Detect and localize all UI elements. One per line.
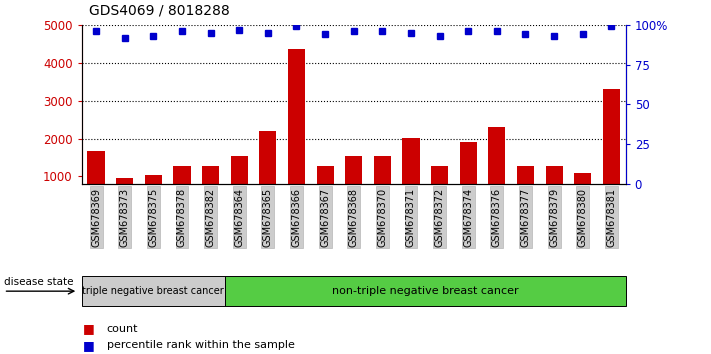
Text: GSM678377: GSM678377 — [520, 188, 530, 247]
Text: GDS4069 / 8018288: GDS4069 / 8018288 — [89, 4, 230, 18]
Bar — [145, 175, 162, 215]
Text: GSM678367: GSM678367 — [320, 188, 330, 247]
Bar — [374, 156, 391, 215]
Text: percentile rank within the sample: percentile rank within the sample — [107, 340, 294, 350]
Bar — [517, 166, 534, 215]
Bar — [260, 131, 277, 215]
Bar — [545, 166, 562, 215]
Text: GSM678369: GSM678369 — [91, 188, 101, 247]
Text: GSM678376: GSM678376 — [492, 188, 502, 247]
Bar — [202, 166, 219, 215]
Bar — [87, 151, 105, 215]
Text: ■: ■ — [83, 339, 95, 352]
Text: GSM678370: GSM678370 — [378, 188, 387, 247]
Bar — [316, 166, 333, 215]
Text: GSM678365: GSM678365 — [263, 188, 273, 247]
Text: GSM678372: GSM678372 — [434, 188, 444, 247]
Text: GSM678382: GSM678382 — [205, 188, 215, 247]
Bar — [402, 138, 419, 215]
Text: disease state: disease state — [4, 277, 73, 287]
Text: triple negative breast cancer: triple negative breast cancer — [82, 286, 224, 296]
Bar — [603, 88, 620, 215]
Bar — [488, 127, 506, 215]
Bar — [345, 156, 363, 215]
Text: GSM678378: GSM678378 — [177, 188, 187, 247]
Bar — [459, 142, 477, 215]
Bar — [431, 166, 448, 215]
Text: GSM678368: GSM678368 — [348, 188, 359, 247]
Text: GSM678381: GSM678381 — [606, 188, 616, 247]
Text: non-triple negative breast cancer: non-triple negative breast cancer — [332, 286, 518, 296]
Text: GSM678366: GSM678366 — [292, 188, 301, 247]
Text: GSM678364: GSM678364 — [234, 188, 244, 247]
Text: GSM678373: GSM678373 — [119, 188, 129, 247]
Bar — [116, 178, 133, 215]
Bar — [173, 166, 191, 215]
Text: ■: ■ — [83, 322, 95, 335]
Text: GSM678375: GSM678375 — [149, 188, 159, 247]
Text: GSM678371: GSM678371 — [406, 188, 416, 247]
Bar — [574, 173, 592, 215]
Text: count: count — [107, 324, 138, 333]
Text: GSM678379: GSM678379 — [549, 188, 559, 247]
Text: GSM678380: GSM678380 — [578, 188, 588, 247]
Text: GSM678374: GSM678374 — [464, 188, 474, 247]
Bar — [288, 50, 305, 215]
Bar — [230, 156, 248, 215]
